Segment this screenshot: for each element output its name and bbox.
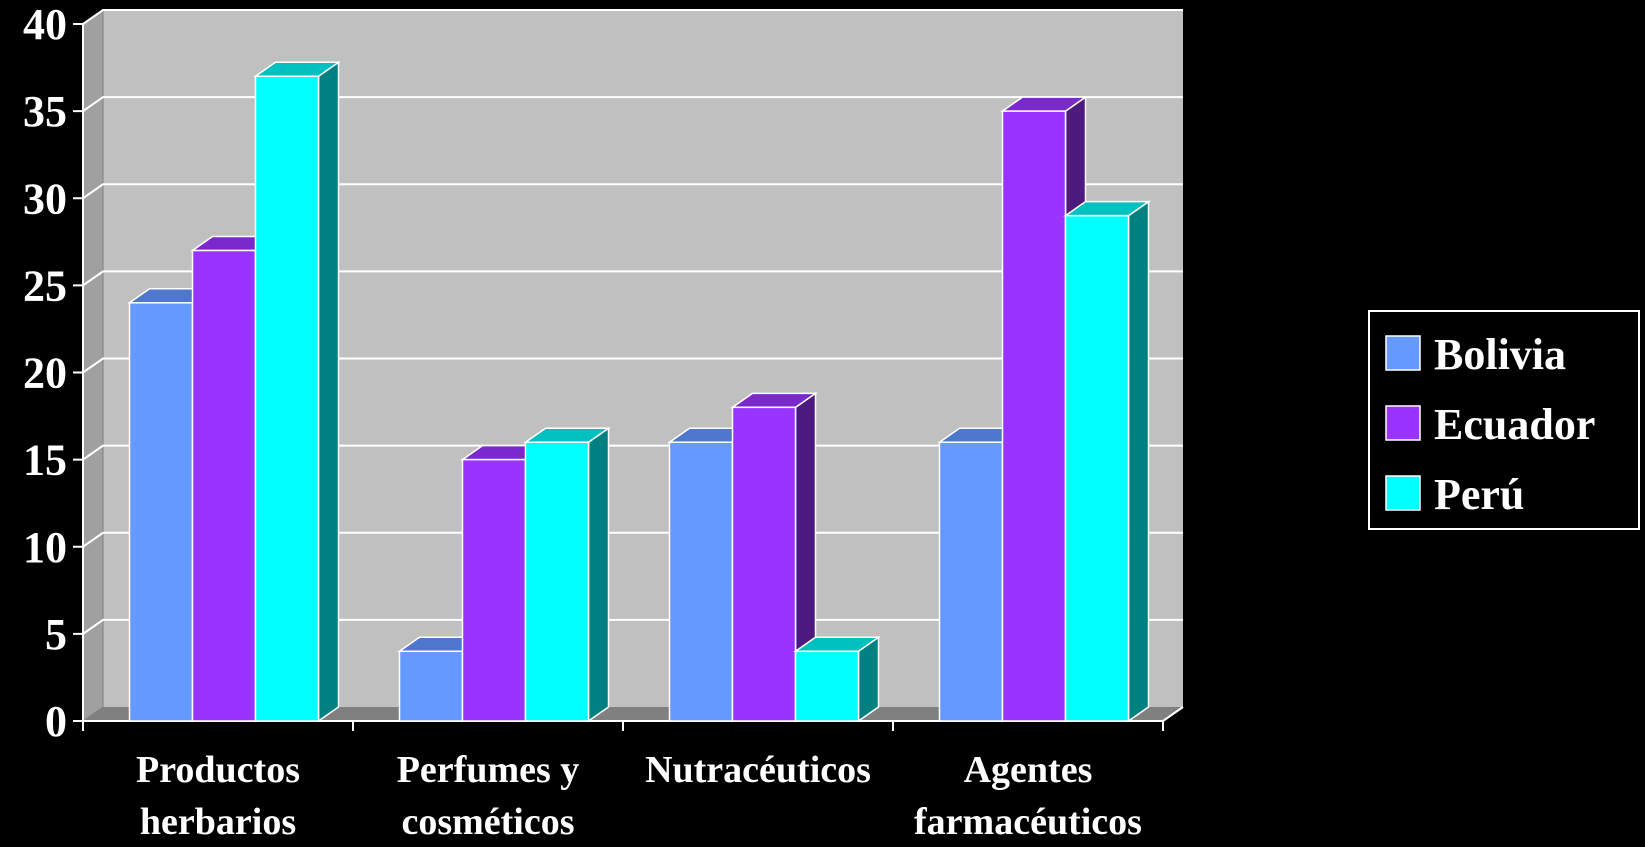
y-tick-label: 25 xyxy=(23,261,67,310)
gridline xyxy=(82,9,1183,25)
bar-perú-2 xyxy=(793,635,881,723)
bar-front xyxy=(1001,110,1067,722)
x-axis-depth-line xyxy=(1162,706,1184,722)
y-tick-label: 15 xyxy=(23,436,67,485)
bar-front xyxy=(938,441,1004,722)
bar-front xyxy=(128,302,194,722)
bar-ecuador-2 xyxy=(730,391,818,723)
x-tick-label: farmacéuticos xyxy=(914,801,1142,842)
y-tick-label: 5 xyxy=(45,610,67,659)
bar-front xyxy=(191,249,257,722)
x-tick-label: herbarios xyxy=(140,801,296,842)
y-tick-label: 0 xyxy=(45,697,67,746)
bar-front xyxy=(461,458,527,722)
legend: Bolivia Ecuador Perú xyxy=(1368,310,1640,530)
x-tick-label: Nutracéuticos xyxy=(645,749,871,791)
bar-front xyxy=(731,406,797,722)
bar-perú-3 xyxy=(1063,200,1151,723)
y-tick-label: 20 xyxy=(23,349,67,398)
gridline xyxy=(82,444,1183,461)
gridline xyxy=(82,270,1183,287)
bar-side xyxy=(587,426,610,723)
bar-perú-1 xyxy=(523,426,611,723)
legend-label-perú: Perú xyxy=(1434,470,1524,519)
y-tick-label: 10 xyxy=(23,523,67,572)
legend-label-ecuador: Ecuador xyxy=(1434,400,1595,449)
x-tick-label: Agentes xyxy=(964,749,1093,791)
y-tick-label: 40 xyxy=(23,0,67,49)
y-tick-label: 30 xyxy=(23,174,67,223)
bar-side xyxy=(1127,200,1150,723)
legend-swatch-bolivia xyxy=(1385,335,1421,371)
gridline xyxy=(82,618,1183,635)
legend-label-bolivia: Bolivia xyxy=(1434,330,1566,379)
bar-front xyxy=(1064,214,1130,722)
x-tick-label: Perfumes y xyxy=(397,749,580,791)
bar-perú-0 xyxy=(253,60,341,723)
y-tick-label: 35 xyxy=(23,87,67,136)
x-tick-label: Productos xyxy=(136,749,300,791)
bar-front xyxy=(794,650,860,722)
bar-front xyxy=(524,441,590,722)
gridline xyxy=(82,96,1183,112)
bar-front xyxy=(254,75,320,722)
bar-front xyxy=(398,650,464,722)
legend-swatch-perú xyxy=(1385,475,1421,511)
gridline xyxy=(82,531,1183,548)
gridline xyxy=(82,183,1183,200)
x-tick-label: cosméticos xyxy=(401,801,574,842)
bar-side xyxy=(317,60,340,723)
legend-swatch-ecuador xyxy=(1385,405,1421,441)
bar-front xyxy=(668,441,734,722)
plot-floor xyxy=(83,707,1183,721)
gridline xyxy=(82,357,1183,374)
